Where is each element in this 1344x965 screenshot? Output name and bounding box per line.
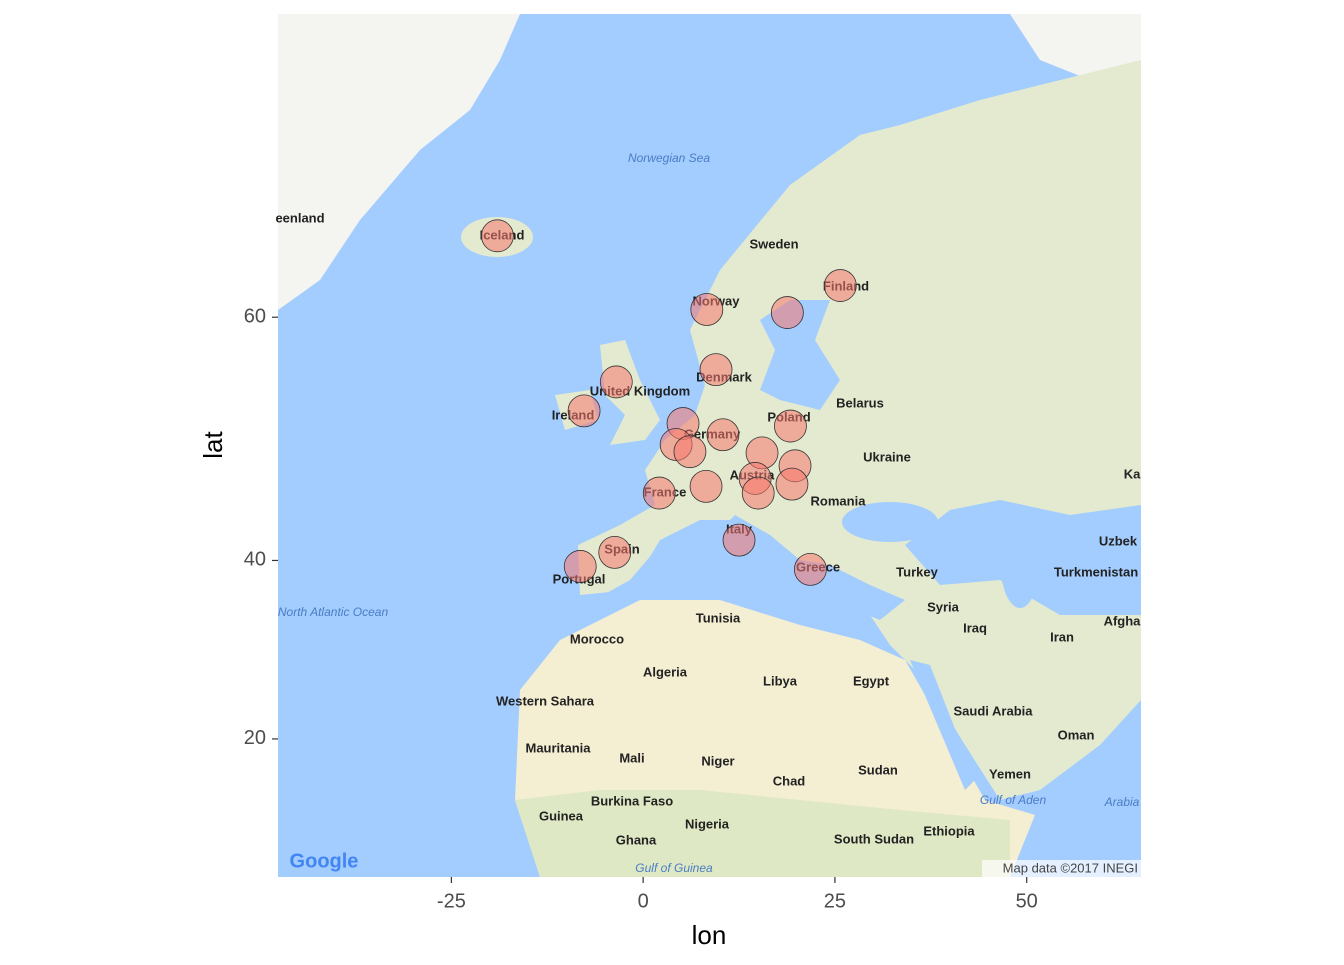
sea-label: Gulf of Guinea — [635, 861, 713, 875]
point — [689, 469, 723, 503]
point — [699, 353, 733, 387]
map-label: Nigeria — [685, 816, 730, 831]
map-label: Mauritania — [525, 740, 591, 755]
greenland — [278, 14, 520, 310]
map-label: Yemen — [989, 766, 1031, 781]
map-label: Egypt — [853, 673, 890, 688]
map-label: Uzbek — [1099, 533, 1138, 548]
y-tick-label: 20 — [244, 727, 266, 749]
map-label: Burkina Faso — [591, 793, 673, 808]
point — [775, 467, 809, 501]
map-label: Mali — [619, 750, 644, 765]
point — [793, 552, 827, 586]
sea-label: Norwegian Sea — [628, 151, 710, 165]
map-label: Ghana — [616, 832, 657, 847]
point — [741, 476, 775, 510]
map-label: Romania — [811, 493, 867, 508]
point — [770, 296, 804, 329]
map-label: Afgha — [1104, 613, 1142, 628]
google-logo: Google — [290, 850, 359, 872]
point — [642, 476, 676, 510]
map-label: Algeria — [643, 664, 688, 679]
caspian-sea — [1000, 512, 1040, 608]
map-label: Morocco — [570, 631, 624, 646]
x-tick-label: 25 — [824, 890, 846, 912]
map-label: Ukraine — [863, 449, 911, 464]
point — [722, 523, 756, 557]
x-tick-label: 0 — [638, 890, 649, 912]
map-label: Syria — [927, 599, 960, 614]
y-axis-title: lat — [198, 430, 228, 458]
attribution: Map data ©2017 INEGI — [1003, 860, 1138, 875]
attribution-bg — [982, 860, 1141, 877]
map-label: Turkey — [896, 564, 938, 579]
x-tick-label: -25 — [437, 890, 466, 912]
point — [690, 293, 724, 326]
point — [598, 535, 632, 569]
x-tick-label: 50 — [1016, 890, 1038, 912]
map-label: Turkmenistan — [1054, 564, 1138, 579]
point — [774, 409, 807, 443]
point — [563, 550, 597, 583]
map-label: Iraq — [963, 620, 987, 635]
black-sea — [842, 502, 938, 542]
map-background — [278, 14, 1141, 877]
map-label: Guinea — [539, 808, 584, 823]
map-label: Ethiopia — [923, 823, 975, 838]
map-label: Ka — [1124, 466, 1141, 481]
y-tick-label: 40 — [244, 549, 266, 571]
sea-label: Arabia — [1104, 795, 1140, 809]
point — [567, 394, 601, 428]
map-label: Niger — [701, 753, 734, 768]
red-sea — [910, 660, 975, 790]
point — [480, 219, 514, 253]
y-tick-label: 60 — [244, 305, 266, 327]
map-label: Chad — [773, 773, 806, 788]
arctic-island — [1010, 14, 1141, 80]
sea-label: North Atlantic Ocean — [278, 605, 389, 619]
map-label: Oman — [1058, 727, 1095, 742]
map-label: South Sudan — [834, 831, 914, 846]
eurasia-land — [578, 60, 1141, 800]
mediterranean-sea — [585, 515, 905, 620]
map-label: Iran — [1050, 629, 1074, 644]
map-label: Western Sahara — [496, 693, 595, 708]
point — [673, 435, 707, 469]
baltic-sea — [760, 300, 840, 410]
sahel-land — [515, 790, 1010, 877]
map-label: Libya — [763, 673, 798, 688]
x-axis-title: lon — [692, 920, 727, 950]
sea-label: Gulf of Aden — [980, 793, 1047, 807]
map-label: eenland — [275, 210, 324, 225]
map-label: Sudan — [858, 762, 898, 777]
map-label: Saudi Arabia — [954, 703, 1034, 718]
map-label: Tunisia — [696, 610, 741, 625]
point — [599, 365, 633, 399]
point — [706, 418, 740, 452]
map-label: Sweden — [749, 236, 798, 251]
points — [480, 219, 857, 586]
point — [823, 269, 857, 302]
map-label: Belarus — [836, 395, 884, 410]
